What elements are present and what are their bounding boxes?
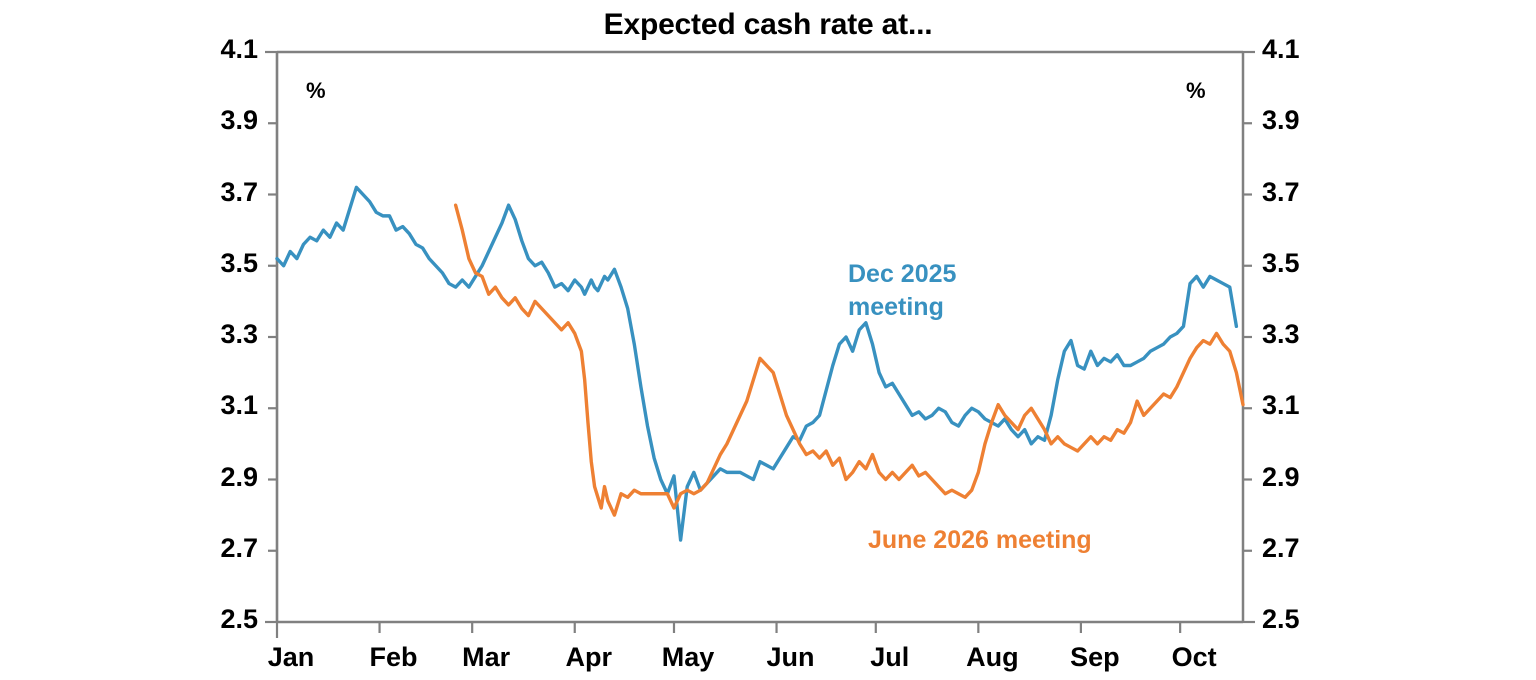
y-tick-label-left-0: 2.5 xyxy=(220,604,258,634)
x-tick-label-2: Mar xyxy=(462,642,511,672)
y-tick-label-left-1: 2.7 xyxy=(220,532,258,563)
series-label-0: Dec 2025 meeting xyxy=(848,260,957,321)
y-tick-label-right-4: 3.3 xyxy=(1262,319,1300,349)
y-tick-label-right-5: 3.5 xyxy=(1262,247,1300,278)
y-tick-label-left-4: 3.3 xyxy=(220,319,258,349)
x-tick-label-9: Oct xyxy=(1171,642,1217,672)
series-group xyxy=(275,185,1245,542)
y-tick-label-left-7: 3.9 xyxy=(220,105,258,136)
unit-label-left: % xyxy=(306,78,326,103)
chart-title: Expected cash rate at... xyxy=(603,8,933,41)
y-tick-label-left-5: 3.5 xyxy=(220,247,258,278)
x-tick-label-4: May xyxy=(661,642,715,672)
series-label-1: June 2026 meeting xyxy=(868,526,1092,554)
x-tick-label-6: Jul xyxy=(870,642,910,672)
y-tick-label-right-7: 3.9 xyxy=(1262,105,1300,136)
x-tick-label-7: Aug xyxy=(966,642,1019,672)
y-tick-label-right-6: 3.7 xyxy=(1262,176,1300,207)
y-tick-label-right-8: 4.1 xyxy=(1262,34,1300,64)
y-tick-label-right-0: 2.5 xyxy=(1262,604,1300,634)
series-line-1 xyxy=(453,203,1245,517)
y-tick-label-right-1: 2.7 xyxy=(1262,532,1300,563)
y-tick-label-left-8: 4.1 xyxy=(220,34,258,64)
series-line-0 xyxy=(275,185,1239,542)
x-tick-label-1: Feb xyxy=(369,642,418,672)
x-tick-label-8: Sep xyxy=(1070,642,1120,672)
x-tick-label-5: Jun xyxy=(766,642,815,672)
y-tick-label-right-3: 3.1 xyxy=(1262,390,1300,421)
y-tick-label-right-2: 2.9 xyxy=(1262,461,1300,492)
axes-group xyxy=(265,50,1255,638)
unit-label-right: % xyxy=(1186,78,1206,103)
y-tick-label-left-3: 3.1 xyxy=(220,390,258,421)
x-tick-label-3: Apr xyxy=(565,642,612,672)
y-tick-label-left-2: 2.9 xyxy=(220,461,258,492)
x-tick-label-0: Jan xyxy=(267,642,315,672)
y-tick-label-left-6: 3.7 xyxy=(220,176,258,207)
